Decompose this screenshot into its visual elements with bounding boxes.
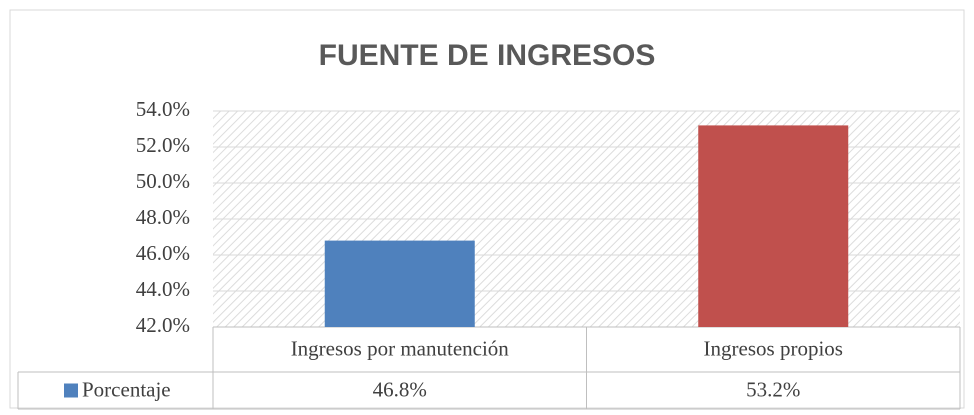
y-tick-label: 44.0% — [136, 277, 190, 301]
y-tick-label: 48.0% — [136, 205, 190, 229]
y-tick-label: 42.0% — [136, 313, 190, 337]
bar — [324, 240, 475, 327]
legend-label: Porcentaje — [82, 377, 171, 401]
chart-title: FUENTE DE INGRESOS — [319, 39, 656, 72]
x-tick-label: Ingresos por manutención — [291, 336, 510, 360]
y-tick-label: 50.0% — [136, 169, 190, 193]
x-tick-label: Ingresos propios — [704, 336, 843, 360]
bar — [698, 125, 849, 328]
table-value: 53.2% — [746, 377, 800, 401]
legend-swatch — [64, 383, 78, 398]
y-tick-label: 52.0% — [136, 133, 190, 157]
y-tick-label: 46.0% — [136, 241, 190, 265]
table-value: 46.8% — [373, 377, 427, 401]
y-tick-label: 54.0% — [136, 97, 190, 121]
